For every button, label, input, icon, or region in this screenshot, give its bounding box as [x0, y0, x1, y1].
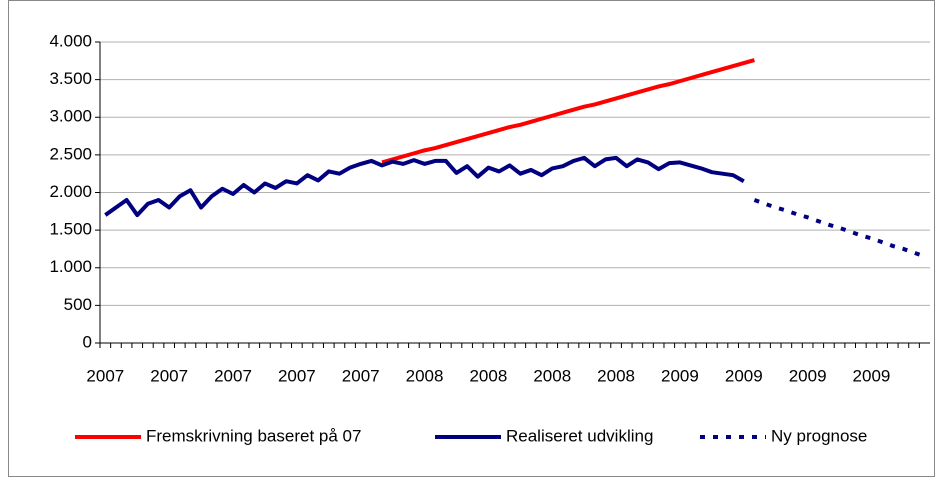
series-line [104, 155, 745, 218]
x-tick-label: 2007 [342, 366, 380, 385]
x-tick-label: 2009 [725, 366, 763, 385]
x-tick-label: 2008 [469, 366, 507, 385]
y-tick-label: 2.500 [49, 144, 92, 163]
x-tick-label: 2008 [597, 366, 635, 385]
y-tick-label: 4.000 [49, 31, 92, 50]
y-tick-label: 1.500 [49, 220, 92, 239]
y-tick-label: 1.000 [49, 257, 92, 276]
y-tick-label: 500 [64, 295, 92, 314]
series-line [381, 58, 755, 165]
legend-label: Ny prognose [771, 426, 867, 445]
chart-frame [8, 0, 935, 477]
x-tick-label: 2008 [533, 366, 571, 385]
x-tick-label: 2007 [150, 366, 188, 385]
series-line [753, 198, 926, 259]
x-tick-label: 2009 [661, 366, 699, 385]
legend-label: Realiseret udvikling [506, 426, 653, 445]
x-tick-label: 2007 [278, 366, 316, 385]
y-tick-label: 3.000 [49, 107, 92, 126]
y-tick-label: 0 [83, 332, 92, 351]
x-tick-label: 2009 [789, 366, 827, 385]
y-tick-label: 3.500 [49, 69, 92, 88]
x-tick-label: 2007 [86, 366, 124, 385]
x-tick-label: 2008 [406, 366, 444, 385]
y-tick-label: 2.000 [49, 182, 92, 201]
x-tick-label: 2009 [853, 366, 891, 385]
legend-label: Fremskrivning baseret på 07 [146, 426, 361, 445]
x-tick-label: 2007 [214, 366, 252, 385]
